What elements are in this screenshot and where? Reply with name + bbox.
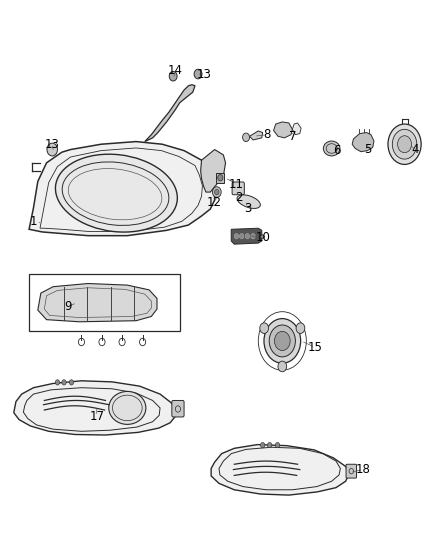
Text: 6: 6 [333,144,341,157]
Circle shape [251,233,255,239]
Text: 2: 2 [235,191,242,204]
Circle shape [296,323,305,334]
Circle shape [47,143,57,156]
Circle shape [388,124,421,165]
Circle shape [260,323,268,334]
Circle shape [276,442,280,448]
Circle shape [261,442,265,448]
Polygon shape [38,284,157,322]
Text: 13: 13 [45,138,60,151]
Polygon shape [145,85,195,142]
Circle shape [218,174,223,181]
Text: 18: 18 [356,463,371,476]
Circle shape [69,379,74,385]
Text: 5: 5 [364,143,371,156]
Polygon shape [292,123,301,135]
FancyBboxPatch shape [172,400,184,417]
Text: 4: 4 [412,143,419,156]
Circle shape [275,332,290,351]
Circle shape [264,319,300,364]
Circle shape [55,379,60,385]
FancyBboxPatch shape [216,173,224,182]
Circle shape [215,189,219,195]
Ellipse shape [323,141,340,156]
Polygon shape [231,228,262,244]
Circle shape [240,233,244,239]
Polygon shape [211,445,349,495]
Circle shape [268,442,272,448]
Text: 9: 9 [65,300,72,313]
Polygon shape [274,122,292,138]
Polygon shape [201,150,226,192]
Text: 13: 13 [196,68,211,80]
Circle shape [392,130,417,159]
Ellipse shape [237,195,260,208]
Text: 17: 17 [89,410,104,423]
Circle shape [243,133,250,142]
Circle shape [278,361,287,372]
Polygon shape [352,133,374,152]
Polygon shape [14,381,176,435]
Text: 14: 14 [168,64,183,77]
Text: 12: 12 [207,196,222,209]
Polygon shape [258,235,265,239]
Polygon shape [250,131,263,140]
Circle shape [245,233,250,239]
Circle shape [234,233,239,239]
FancyBboxPatch shape [29,274,180,332]
Text: 1: 1 [30,215,37,228]
Ellipse shape [56,154,177,232]
Ellipse shape [109,391,146,424]
Circle shape [194,69,202,79]
Text: 8: 8 [263,128,271,141]
Text: 7: 7 [290,130,297,143]
Circle shape [212,187,221,197]
Circle shape [269,325,295,357]
FancyBboxPatch shape [346,464,357,478]
Circle shape [398,136,412,153]
Text: 15: 15 [307,341,322,354]
Text: 10: 10 [255,231,270,244]
Text: 11: 11 [229,177,244,191]
Polygon shape [29,142,215,236]
FancyBboxPatch shape [232,182,244,195]
Circle shape [62,379,66,385]
Circle shape [169,71,177,81]
Text: 3: 3 [244,201,251,214]
